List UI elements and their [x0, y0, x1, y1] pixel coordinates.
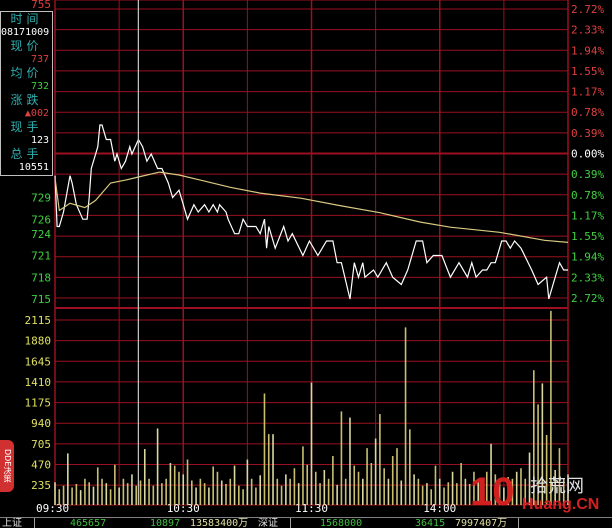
volume-tick-label: 1645 — [25, 355, 52, 368]
avg-price-label: 均价 — [10, 66, 43, 80]
price-tick-label: 755 — [31, 0, 51, 11]
status-bar: 上证 465657 10897 13583400万 深证 1568000 364… — [0, 517, 612, 528]
intraday-chart: 2.72% 2.33% 1.94% 1.55% 1.17% 0.78% 0.39% 0.00%… — [25, 0, 604, 515]
percent-tick-label: 1.55% — [571, 65, 604, 78]
volume-tick-label: 1880 — [25, 335, 52, 348]
percent-tick-label: 1.17% — [571, 209, 604, 222]
logo-number: 10 — [470, 470, 515, 514]
time-tick-label: 14:00 — [423, 502, 456, 515]
volume-tick-label: 470 — [31, 459, 51, 472]
percent-tick-label: 2.72% — [571, 292, 604, 305]
percent-tick-label: 1.17% — [571, 86, 604, 99]
percent-tick-label: 1.94% — [571, 44, 604, 57]
volume-tick-label: 2115 — [25, 314, 52, 327]
price-value: 737 — [30, 54, 49, 65]
volume-tick-label: 235 — [31, 479, 51, 492]
percent-tick-label: 0.39% — [571, 168, 604, 181]
price-tick-label: 718 — [31, 271, 51, 284]
sh-amount: 13583400万 — [190, 518, 249, 528]
time-tick-label: 11:30 — [295, 502, 328, 515]
sz-index: 1568000 — [320, 518, 363, 528]
price-line — [54, 124, 568, 300]
time-tick-label: 10:30 — [167, 502, 200, 515]
change-value: ▲002 — [24, 108, 49, 119]
sz-change: 36415 — [415, 518, 446, 528]
total-volume-label: 总手 — [10, 147, 43, 161]
total-volume-value: 10551 — [18, 162, 49, 173]
price-label: 现价 — [10, 39, 43, 53]
sz-label: 深证 — [258, 518, 278, 528]
percent-tick-label: 2.72% — [571, 3, 604, 16]
percent-tick-label: 0.39% — [571, 127, 604, 140]
current-volume-value: 123 — [30, 135, 49, 146]
time-tick-label: 09:30 — [36, 502, 69, 515]
percent-tick-label: 2.33% — [571, 271, 604, 284]
percent-tick-label: 0.00% — [571, 148, 604, 161]
volume-tick-label: 1410 — [25, 376, 52, 389]
logo-en: Huang.CN — [522, 496, 600, 513]
sh-label: 上证 — [2, 518, 22, 528]
volume-tick-label: 1175 — [25, 397, 52, 410]
price-tick-label: 721 — [31, 250, 51, 263]
percent-tick-label: 0.78% — [571, 189, 604, 202]
time-label: 时间 — [10, 12, 43, 26]
percent-tick-label: 1.94% — [571, 251, 604, 264]
current-volume-label: 现手 — [10, 120, 43, 134]
percent-tick-label: 1.55% — [571, 230, 604, 243]
dde-tab[interactable]: DDE决策 — [0, 440, 14, 492]
time-value: 08171009 — [1, 27, 50, 38]
sh-change: 10897 — [150, 518, 181, 528]
average-price-line — [54, 171, 569, 243]
price-tick-label: 729 — [31, 192, 51, 205]
sz-amount: 7997407万 — [455, 518, 508, 528]
change-label: 涨跌 — [10, 93, 43, 107]
price-tick-label: 726 — [31, 213, 51, 226]
logo-cn: 拾荒网 — [530, 476, 584, 497]
avg-price-value: 732 — [30, 81, 49, 92]
sh-index: 465657 — [70, 518, 107, 528]
volume-tick-label: 705 — [31, 438, 51, 451]
price-tick-label: 724 — [31, 228, 51, 241]
volume-tick-label: 940 — [31, 417, 51, 430]
percent-tick-label: 0.78% — [571, 106, 604, 119]
percent-tick-label: 2.33% — [571, 24, 604, 37]
watermark-logo: 10 拾荒网 Huang.CN — [470, 470, 610, 516]
info-box: 时间 08171009 现价 737 均价 732 涨跌 ▲002 现手 123… — [0, 11, 53, 176]
price-tick-label: 715 — [31, 293, 51, 306]
